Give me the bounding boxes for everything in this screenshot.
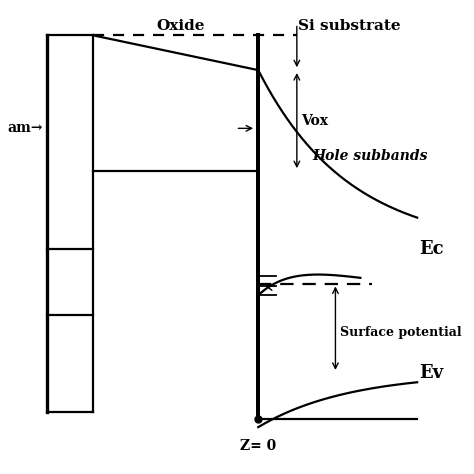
- Text: Oxide: Oxide: [157, 19, 205, 33]
- Text: Surface potential: Surface potential: [340, 326, 462, 338]
- Text: Vox: Vox: [301, 114, 328, 128]
- Text: Ev: Ev: [419, 364, 444, 382]
- Text: Hole subbands: Hole subbands: [313, 148, 428, 163]
- Text: Si substrate: Si substrate: [298, 19, 401, 33]
- Text: Z= 0: Z= 0: [240, 439, 276, 453]
- Text: Ec: Ec: [419, 240, 444, 258]
- Text: am→: am→: [7, 121, 43, 136]
